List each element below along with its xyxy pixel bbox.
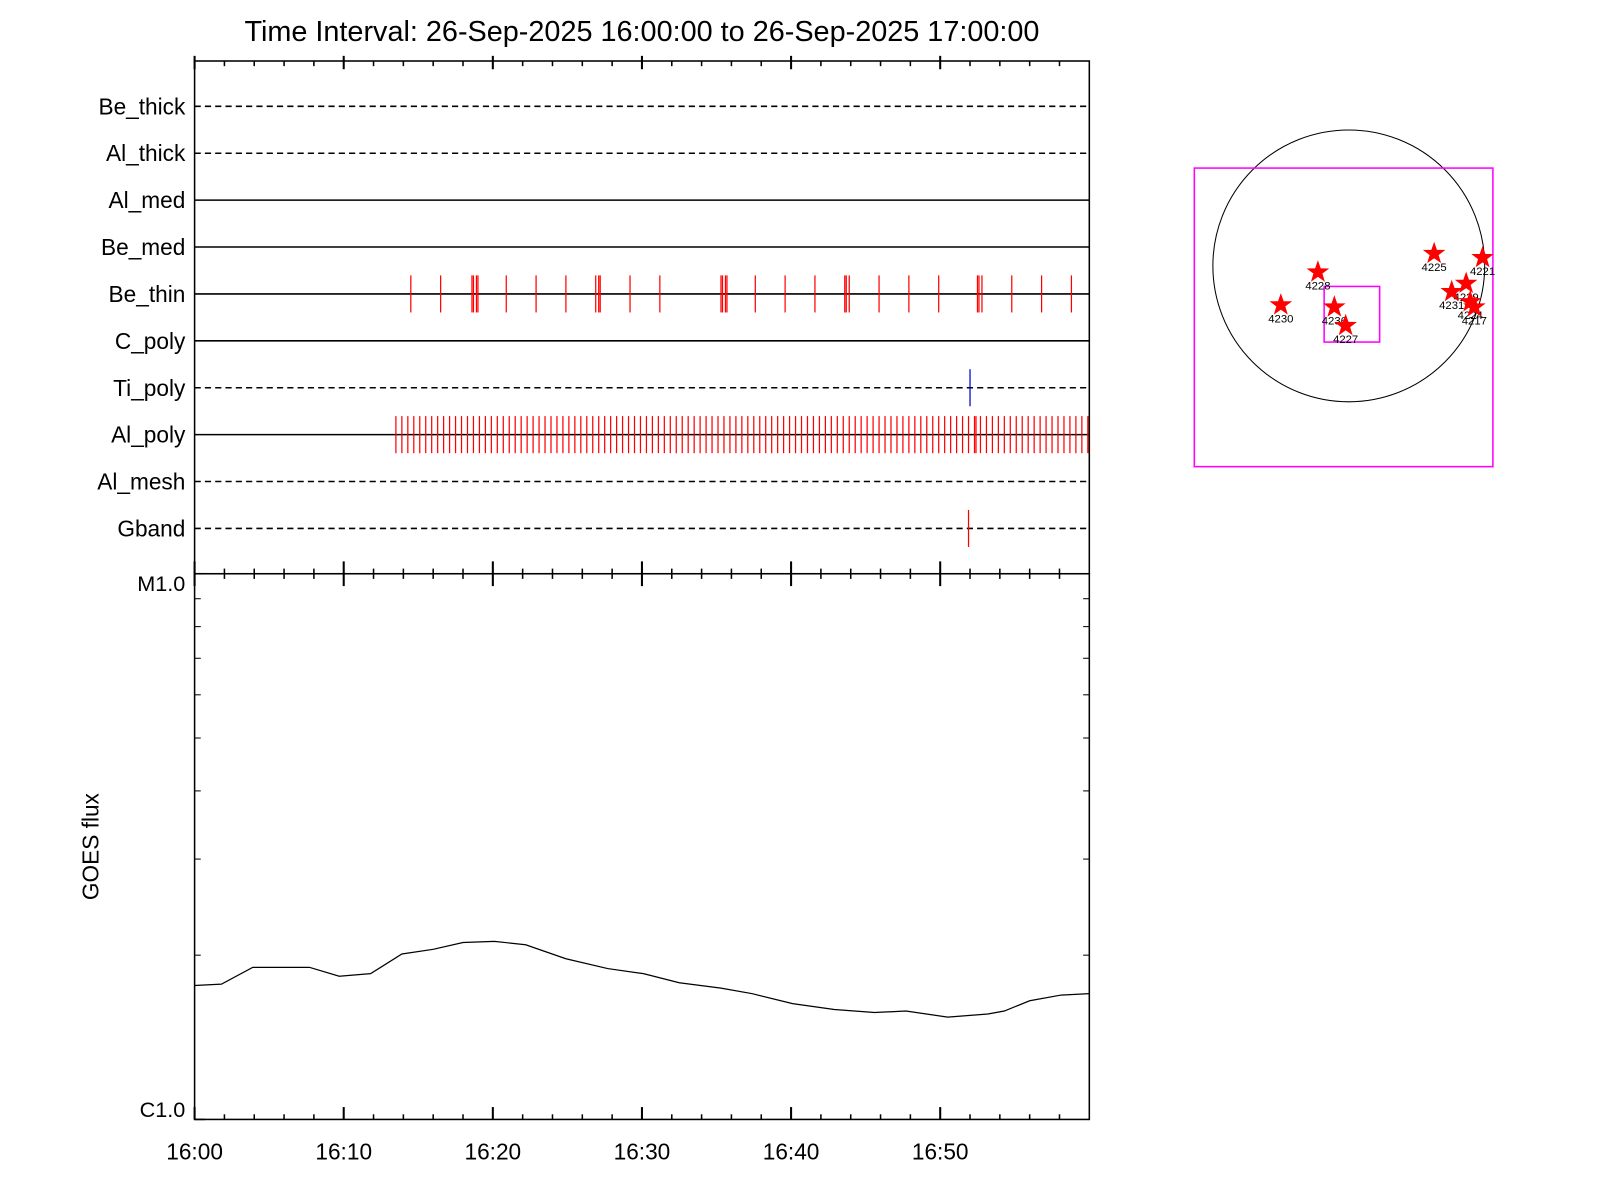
region-label: 4225 <box>1422 262 1447 274</box>
row-label: Al_med <box>109 187 186 213</box>
y-axis-label: GOES flux <box>78 792 104 900</box>
region-marker <box>1440 279 1463 302</box>
region-marker <box>1463 295 1486 317</box>
flux-line <box>194 940 1090 1018</box>
fov-box <box>1193 167 1494 468</box>
chart-title: Time Interval: 26-Sep-2025 16:00:00 to 2… <box>244 16 1039 48</box>
solar-limb <box>1212 129 1486 403</box>
region-marker <box>1306 260 1330 282</box>
row-label: Al_thick <box>106 140 186 166</box>
x-tick-label: 16:40 <box>763 1138 820 1164</box>
x-tick-label: 16:20 <box>464 1138 521 1164</box>
region-marker <box>1323 295 1346 317</box>
x-tick-label: 16:00 <box>166 1138 223 1164</box>
region-label: 4230 <box>1268 313 1293 325</box>
x-tick-label: 16:50 <box>912 1138 969 1164</box>
row-label: Be_thick <box>98 93 186 119</box>
region-marker <box>1454 271 1478 294</box>
region-label: 4228 <box>1305 281 1330 293</box>
region-marker <box>1471 245 1494 268</box>
row-label: Be_thin <box>109 281 186 307</box>
plot-frame <box>193 60 1091 575</box>
fov-box <box>1323 285 1381 343</box>
region-label: 4231 <box>1439 300 1464 312</box>
x-tick-label: 16:10 <box>315 1138 372 1164</box>
region-marker <box>1334 313 1357 336</box>
region-label: 4227 <box>1333 334 1358 346</box>
row-label: Al_poly <box>111 422 186 448</box>
region-label: 4221 <box>1470 266 1495 278</box>
y-tick-label: M1.0 <box>137 571 185 596</box>
row-label: Ti_poly <box>113 375 186 401</box>
region-marker <box>1269 293 1293 315</box>
row-label: C_poly <box>115 328 186 354</box>
x-tick-label: 16:30 <box>614 1138 671 1164</box>
row-label: Be_med <box>101 234 185 260</box>
region-label: 4217 <box>1462 315 1487 327</box>
plot-frame <box>193 572 1091 1121</box>
region-marker <box>1422 241 1446 264</box>
row-label: Gband <box>117 515 185 541</box>
row-label: Al_mesh <box>97 469 185 495</box>
y-tick-label: C1.0 <box>140 1097 186 1122</box>
